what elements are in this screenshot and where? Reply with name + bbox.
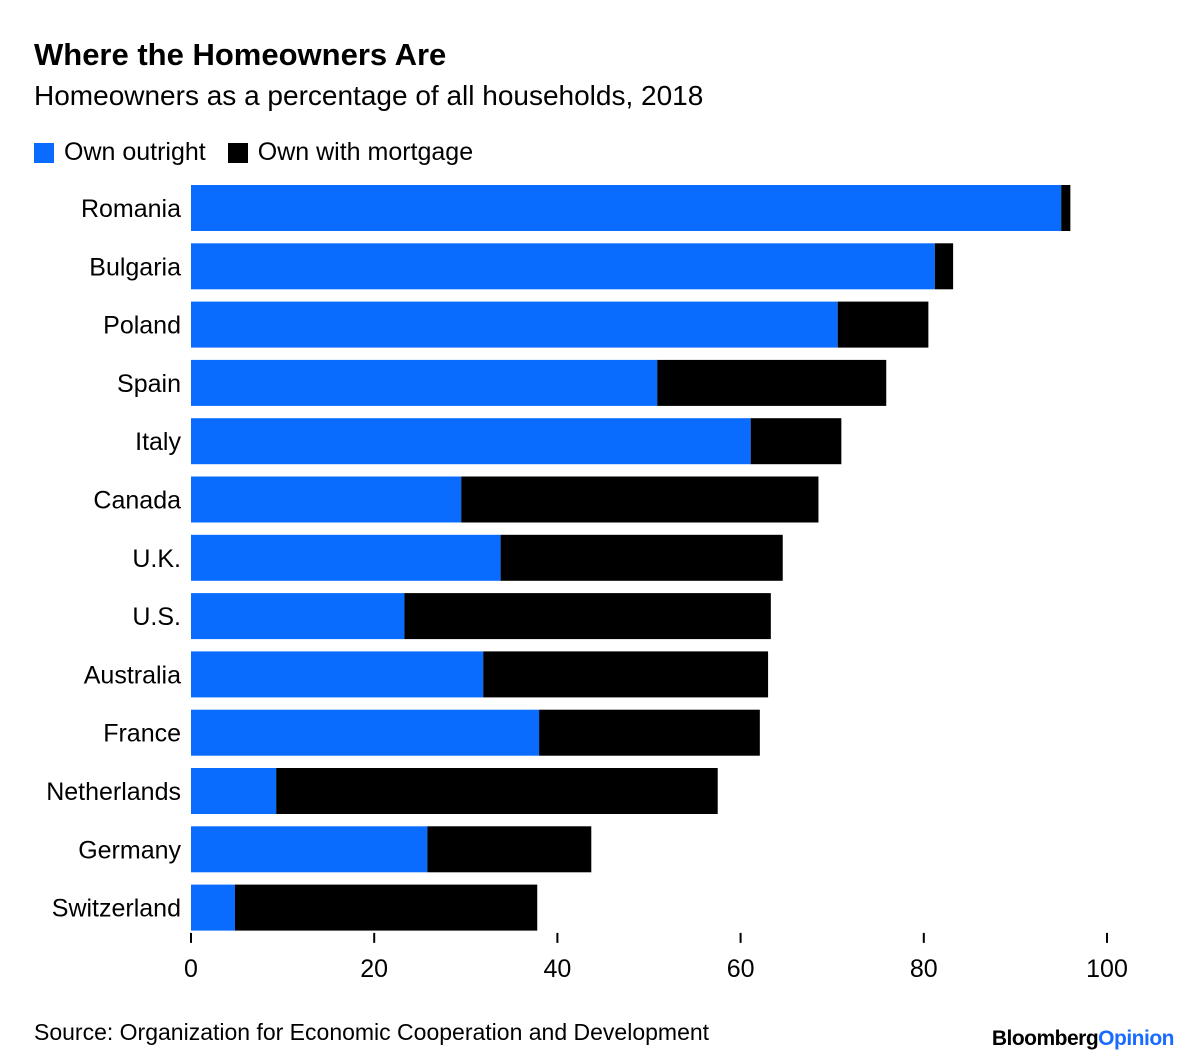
category-label-netherlands: Netherlands — [46, 778, 181, 806]
bar-switzerland-own-outright — [191, 884, 235, 931]
category-label-poland: Poland — [103, 312, 181, 340]
bar-australia-own-with-mortgage — [483, 651, 769, 698]
legend-label-own-outright: Own outright — [64, 138, 206, 166]
bar-canada-own-with-mortgage — [461, 476, 819, 523]
x-tick-label-60: 60 — [727, 955, 755, 983]
bar-germany-own-with-mortgage — [427, 826, 592, 873]
bar-romania-own-with-mortgage — [1061, 185, 1071, 231]
legend-swatch-own-outright — [34, 142, 54, 163]
bar-switzerland-own-with-mortgage — [234, 884, 538, 931]
bar-u-k-own-outright — [191, 534, 501, 581]
bar-netherlands-own-with-mortgage — [276, 768, 718, 814]
bar-u-s-own-outright — [191, 593, 405, 640]
bar-poland-own-outright — [191, 301, 838, 348]
category-label-germany: Germany — [78, 836, 181, 864]
chart-subtitle: Homeowners as a percentage of all househ… — [34, 80, 704, 111]
legend-item-own-outright: Own outright — [34, 138, 206, 167]
bar-canada-own-outright — [191, 476, 462, 523]
legend-label-own-with-mortgage: Own with mortgage — [257, 138, 474, 166]
bar-u-k-own-with-mortgage — [500, 534, 783, 581]
bar-netherlands-own-outright — [191, 768, 277, 814]
brand-part-1: Bloomberg — [991, 1027, 1099, 1050]
legend-item-own-with-mortgage: Own with mortgage — [227, 138, 474, 167]
legend: Own outright Own with mortgage — [34, 138, 495, 167]
bar-france-own-with-mortgage — [539, 709, 760, 756]
brand-part-2: Opinion — [1098, 1027, 1174, 1050]
category-label-spain: Spain — [117, 370, 181, 398]
x-tick-label-80: 80 — [910, 955, 938, 983]
source-note: Source: Organization for Economic Cooper… — [34, 1019, 710, 1045]
bar-poland-own-with-mortgage — [837, 301, 929, 348]
category-label-australia: Australia — [84, 661, 181, 689]
x-tick-label-40: 40 — [543, 955, 571, 983]
x-tick-label-100: 100 — [1086, 955, 1128, 983]
brand-logo: BloombergOpinion — [991, 1027, 1175, 1051]
bar-australia-own-outright — [191, 651, 484, 698]
category-label-u-k: U.K. — [132, 545, 181, 573]
category-label-switzerland: Switzerland — [52, 895, 181, 923]
category-label-canada: Canada — [93, 487, 181, 515]
x-tick-label-0: 0 — [184, 955, 198, 983]
bar-u-s-own-with-mortgage — [404, 593, 771, 640]
category-label-italy: Italy — [135, 428, 181, 456]
bar-spain-own-outright — [191, 359, 658, 406]
bar-france-own-outright — [191, 709, 540, 756]
bar-italy-own-with-mortgage — [750, 418, 842, 465]
category-label-u-s: U.S. — [132, 603, 181, 631]
bar-italy-own-outright — [191, 418, 751, 465]
bar-bulgaria-own-with-mortgage — [934, 243, 954, 290]
category-label-romania: Romania — [81, 195, 181, 223]
bar-spain-own-with-mortgage — [657, 359, 887, 406]
category-label-bulgaria: Bulgaria — [89, 253, 181, 281]
legend-swatch-own-with-mortgage — [227, 142, 248, 163]
category-label-france: France — [103, 720, 181, 748]
bar-germany-own-outright — [191, 826, 428, 873]
bar-romania-own-outright — [191, 185, 1062, 231]
chart-title: Where the Homeowners Are — [34, 37, 447, 72]
x-tick-label-20: 20 — [360, 955, 388, 983]
bar-bulgaria-own-outright — [191, 243, 935, 290]
